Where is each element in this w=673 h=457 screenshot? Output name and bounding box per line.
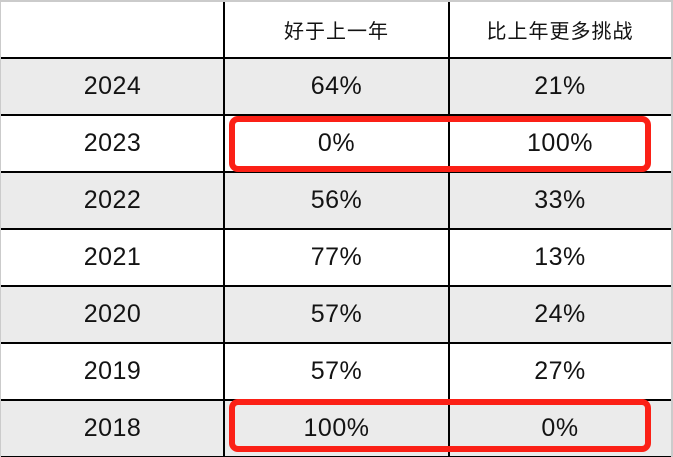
year-cell: 2020 [83, 300, 142, 328]
better-value-cell: 100% [303, 414, 370, 442]
challenge-value-cell: 27% [534, 357, 586, 385]
table-row-2022: 2022 56% 33% [1, 173, 671, 230]
better-value-cell: 57% [310, 357, 363, 385]
header-cell-empty [1, 2, 224, 57]
column-divider-1 [223, 2, 225, 457]
better-value-cell: 56% [310, 186, 363, 214]
challenge-value-cell: 24% [534, 300, 586, 328]
year-cell: 2019 [83, 357, 142, 385]
better-value-cell: 57% [310, 300, 363, 328]
year-cell: 2018 [83, 414, 142, 442]
better-value-cell: 77% [310, 243, 363, 271]
header-cell-more-challenging: 比上年更多挑战 [486, 21, 634, 43]
header-cell-better-than-last-year: 好于上一年 [284, 21, 389, 43]
table-row-2018: 2018 100% 0% [1, 401, 671, 457]
table-row-2021: 2021 77% 13% [1, 230, 671, 287]
year-cell: 2023 [83, 129, 142, 157]
challenge-value-cell: 0% [541, 414, 579, 442]
table-row-2019: 2019 57% 27% [1, 344, 671, 401]
challenge-value-cell: 21% [534, 72, 586, 100]
table-row-2023: 2023 0% 100% [1, 116, 671, 173]
better-value-cell: 64% [310, 72, 363, 100]
challenge-value-cell: 33% [534, 186, 586, 214]
column-divider-2 [448, 2, 450, 457]
challenge-value-cell: 100% [527, 129, 593, 157]
table-row-2024: 2024 64% 21% [1, 59, 671, 116]
challenge-value-cell: 13% [534, 243, 586, 271]
year-cell: 2024 [83, 72, 142, 100]
table-row-2020: 2020 57% 24% [1, 287, 671, 344]
table-header-row: 好于上一年 比上年更多挑战 [1, 2, 671, 59]
year-cell: 2021 [83, 243, 142, 271]
better-value-cell: 0% [317, 129, 356, 157]
year-cell: 2022 [83, 186, 142, 214]
